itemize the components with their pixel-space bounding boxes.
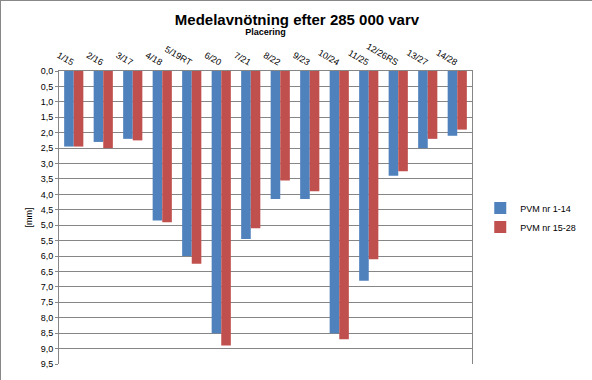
svg-text:9,0: 9,0 [41, 344, 54, 354]
svg-text:1,0: 1,0 [41, 97, 54, 107]
svg-text:1/15: 1/15 [55, 50, 75, 67]
svg-text:11/25: 11/25 [347, 48, 371, 68]
svg-text:5/19RT: 5/19RT [163, 44, 194, 68]
svg-text:4,5: 4,5 [41, 205, 54, 215]
svg-text:8/22: 8/22 [262, 50, 282, 67]
svg-text:PVM nr 1-14: PVM nr 1-14 [520, 204, 571, 214]
svg-text:4/18: 4/18 [144, 50, 164, 67]
svg-text:1,5: 1,5 [41, 112, 54, 122]
svg-text:5,0: 5,0 [41, 220, 54, 230]
svg-text:7,0: 7,0 [41, 282, 54, 292]
svg-text:4,0: 4,0 [41, 190, 54, 200]
svg-text:14/28: 14/28 [434, 48, 459, 68]
svg-text:2,5: 2,5 [41, 143, 54, 153]
svg-text:2,0: 2,0 [41, 128, 54, 138]
svg-text:13/27: 13/27 [405, 48, 430, 68]
svg-text:6,0: 6,0 [41, 251, 54, 261]
svg-text:9,5: 9,5 [41, 359, 54, 369]
svg-text:12/26RS: 12/26RS [365, 41, 400, 67]
svg-text:6/20: 6/20 [203, 50, 223, 67]
svg-text:5,5: 5,5 [41, 236, 54, 246]
svg-text:6,5: 6,5 [41, 267, 54, 277]
svg-text:3,0: 3,0 [41, 159, 54, 169]
svg-text:Placering: Placering [245, 27, 286, 37]
svg-text:3/17: 3/17 [114, 50, 134, 67]
svg-text:10/24: 10/24 [316, 48, 341, 68]
svg-text:PVM nr 15-28: PVM nr 15-28 [520, 223, 576, 233]
svg-text:7,5: 7,5 [41, 297, 54, 307]
svg-text:3,5: 3,5 [41, 174, 54, 184]
svg-text:8,0: 8,0 [41, 313, 54, 323]
svg-text:0,5: 0,5 [41, 82, 54, 92]
svg-text:Medelavnötning efter 285 000 v: Medelavnötning efter 285 000 varv [175, 11, 420, 28]
svg-text:0,0: 0,0 [41, 66, 54, 76]
svg-text:2/16: 2/16 [85, 50, 105, 67]
svg-text:8,5: 8,5 [41, 328, 54, 338]
svg-text:[mm]: [mm] [24, 208, 34, 228]
svg-text:7/21: 7/21 [232, 50, 252, 67]
svg-text:9/23: 9/23 [291, 50, 311, 67]
